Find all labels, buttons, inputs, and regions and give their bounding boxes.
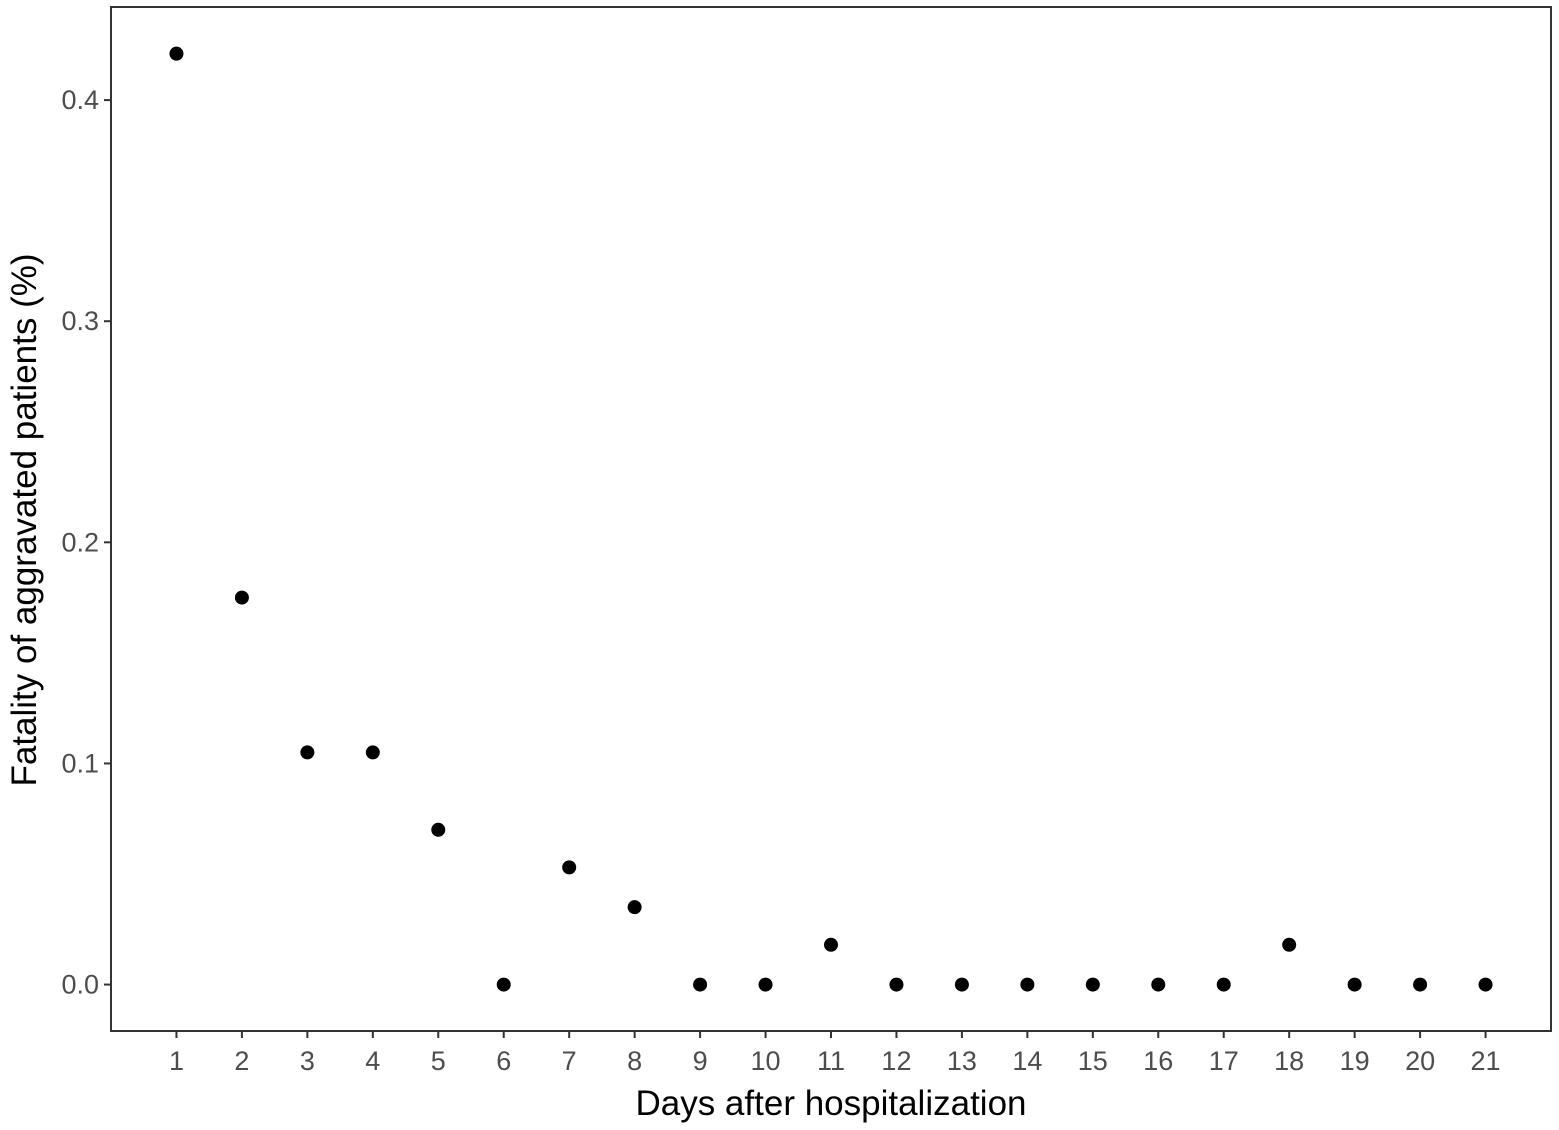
x-tick-label: 6 bbox=[496, 1046, 511, 1076]
x-tick-label: 21 bbox=[1471, 1046, 1501, 1076]
x-tick-label: 8 bbox=[627, 1046, 642, 1076]
data-point bbox=[300, 745, 315, 760]
y-tick-label: 0.4 bbox=[61, 85, 99, 115]
data-point bbox=[365, 745, 380, 760]
data-point bbox=[693, 977, 708, 992]
x-tick-label: 16 bbox=[1143, 1046, 1173, 1076]
x-tick-label: 1 bbox=[169, 1046, 184, 1076]
x-tick-label: 13 bbox=[947, 1046, 977, 1076]
x-tick-label: 2 bbox=[234, 1046, 249, 1076]
data-point bbox=[627, 900, 642, 915]
y-axis-title: Fatality of aggravated patients (%) bbox=[5, 253, 44, 786]
data-point bbox=[954, 977, 969, 992]
x-tick-label: 19 bbox=[1340, 1046, 1370, 1076]
y-axis: 0.0 0.1 0.2 0.3 0.4 bbox=[61, 85, 111, 1000]
y-tick-label: 0.0 bbox=[61, 970, 99, 1000]
data-point bbox=[562, 860, 577, 875]
data-point bbox=[1216, 977, 1231, 992]
data-points bbox=[169, 46, 1493, 992]
x-tick-label: 5 bbox=[431, 1046, 446, 1076]
x-tick-label: 15 bbox=[1078, 1046, 1108, 1076]
data-point bbox=[1151, 977, 1166, 992]
x-tick-label: 14 bbox=[1012, 1046, 1042, 1076]
x-tick-label: 9 bbox=[693, 1046, 708, 1076]
data-point bbox=[1282, 937, 1297, 952]
plot-panel-border bbox=[110, 6, 1552, 1032]
data-point bbox=[1347, 977, 1362, 992]
x-tick-label: 20 bbox=[1405, 1046, 1435, 1076]
x-tick-label: 17 bbox=[1209, 1046, 1239, 1076]
data-point bbox=[1085, 977, 1100, 992]
x-axis-title: Days after hospitalization bbox=[635, 1084, 1026, 1123]
x-tick-label: 12 bbox=[881, 1046, 911, 1076]
x-axis: 1 2 3 4 5 6 7 8 9 10 11 12 13 14 15 16 17 18 19 20 21 bbox=[169, 1031, 1501, 1076]
data-point bbox=[1478, 977, 1493, 992]
x-tick-label: 4 bbox=[365, 1046, 380, 1076]
y-tick-label: 0.1 bbox=[61, 748, 99, 778]
y-tick-label: 0.3 bbox=[61, 306, 99, 336]
x-tick-label: 7 bbox=[562, 1046, 577, 1076]
x-tick-label: 10 bbox=[751, 1046, 781, 1076]
data-point bbox=[234, 590, 249, 605]
x-tick-label: 3 bbox=[300, 1046, 315, 1076]
data-point bbox=[824, 937, 838, 952]
data-point bbox=[1413, 977, 1428, 992]
data-point bbox=[431, 822, 446, 837]
data-point bbox=[169, 46, 184, 61]
data-point bbox=[496, 977, 511, 992]
x-tick-label: 11 bbox=[817, 1046, 845, 1076]
data-point bbox=[1020, 977, 1035, 992]
data-point bbox=[889, 977, 904, 992]
y-tick-label: 0.2 bbox=[61, 527, 99, 557]
data-point bbox=[758, 977, 773, 992]
x-tick-label: 18 bbox=[1274, 1046, 1304, 1076]
